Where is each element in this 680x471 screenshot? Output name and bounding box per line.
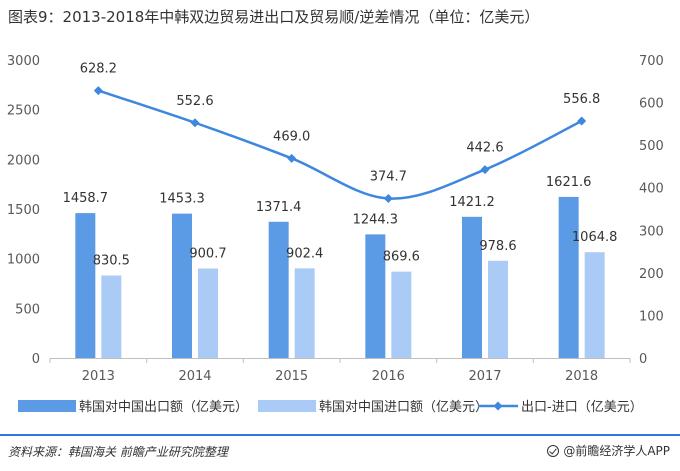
x-tick-label: 2017 xyxy=(468,369,501,384)
legend-swatch-exports xyxy=(18,400,76,412)
balance-point xyxy=(190,118,200,128)
brand-credit: @前瞻经济学人APP xyxy=(547,442,670,459)
y-right-tick-label: 0 xyxy=(639,352,647,367)
y-left-tick-label: 500 xyxy=(15,302,40,317)
chart-canvas: 0 500 1000 1500 2000 2500 3000 0 100 200 300 400 500… xyxy=(7,54,664,415)
chart-title: 图表9：2013-2018年中韩双边贸易进出口及贸易顺/逆差情况（单位：亿美元） xyxy=(8,8,540,26)
balance-value-label: 442.6 xyxy=(466,141,503,156)
bar-exports xyxy=(462,216,482,358)
brand-check-icon xyxy=(547,444,560,457)
bar-imports-value-label: 900.7 xyxy=(189,247,226,262)
bar-imports-value-label: 1064.8 xyxy=(572,230,618,245)
bar-imports-value-label: 902.4 xyxy=(286,246,323,261)
balance-point xyxy=(287,153,297,163)
bar-exports-value-label: 1371.4 xyxy=(256,200,302,215)
y-right-tick-label: 300 xyxy=(639,224,664,239)
bar-exports-value-label: 1621.6 xyxy=(546,175,592,190)
x-tick-label: 2015 xyxy=(275,369,308,384)
bar-exports-value-label: 1244.3 xyxy=(353,212,399,227)
source-note: 资料来源：韩国海关 前瞻产业研究院整理 xyxy=(8,445,228,459)
balance-point xyxy=(480,165,490,175)
bar-exports xyxy=(75,213,96,358)
balance-point xyxy=(383,193,393,203)
y-left-tick-label: 1000 xyxy=(7,253,40,268)
y-left-tick-label: 2500 xyxy=(7,104,40,119)
legend-label-imports: 韩国对中国进口额（亿美元） xyxy=(319,400,488,415)
bar-exports xyxy=(268,221,289,358)
bar-imports xyxy=(294,268,315,358)
legend-swatch-imports xyxy=(258,400,316,412)
bar-imports-value-label: 830.5 xyxy=(93,254,130,269)
bar-exports-value-label: 1453.3 xyxy=(159,192,205,207)
bar-imports-value-label: 978.6 xyxy=(479,239,516,254)
y-right-tick-label: 100 xyxy=(639,309,664,324)
y-right-tick-label: 400 xyxy=(639,182,664,197)
x-tick-label: 2016 xyxy=(372,369,405,384)
x-tick-label: 2014 xyxy=(178,369,211,384)
balance-value-label: 469.0 xyxy=(273,129,310,144)
bar-exports-value-label: 1421.2 xyxy=(449,195,495,210)
y-right-tick-label: 600 xyxy=(639,97,664,112)
y-left-tick-label: 0 xyxy=(32,352,40,367)
balance-point xyxy=(577,116,587,126)
x-tick-label: 2018 xyxy=(565,369,598,384)
footer-divider xyxy=(0,434,680,436)
bar-imports-value-label: 869.6 xyxy=(383,250,420,265)
y-left-tick-label: 2000 xyxy=(7,153,40,168)
x-tick-label: 2013 xyxy=(82,369,115,384)
bar-exports xyxy=(365,234,386,358)
y-right-tick-label: 700 xyxy=(639,54,664,69)
bar-imports xyxy=(391,271,412,358)
legend-label-balance: 出口-进口（亿美元） xyxy=(521,400,643,415)
legend-marker-balance xyxy=(493,401,503,411)
legend-label-exports: 韩国对中国出口额（亿美元） xyxy=(79,400,248,415)
balance-value-label: 374.7 xyxy=(370,169,407,184)
bar-exports-value-label: 1458.7 xyxy=(63,191,109,206)
bar-imports xyxy=(584,252,605,358)
balance-line xyxy=(97,89,583,200)
balance-point xyxy=(93,86,103,96)
bar-imports xyxy=(101,275,122,358)
y-right-tick-label: 500 xyxy=(639,139,664,154)
y-left-tick-label: 3000 xyxy=(7,54,40,69)
bar-imports xyxy=(488,260,508,358)
y-left-tick-label: 1500 xyxy=(7,203,40,218)
balance-value-label: 628.2 xyxy=(80,62,117,77)
bar-imports xyxy=(198,268,218,358)
balance-value-label: 552.6 xyxy=(176,94,213,109)
brand-label: @前瞻经济学人APP xyxy=(563,444,670,458)
bar-exports xyxy=(558,196,579,358)
bar-exports xyxy=(172,213,192,358)
y-right-tick-label: 200 xyxy=(639,267,664,282)
balance-value-label: 556.8 xyxy=(563,92,600,107)
